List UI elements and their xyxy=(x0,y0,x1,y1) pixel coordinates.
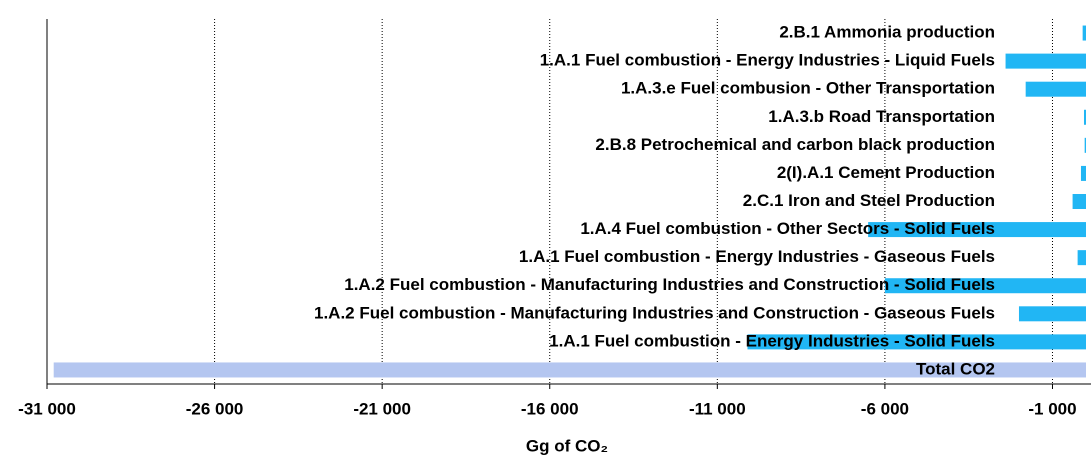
x-tick-label: -6 000 xyxy=(861,399,909,418)
y-tick-label: Total CO2 xyxy=(916,359,995,378)
y-tick-label: 1.A.2 Fuel combustion - Manufacturing In… xyxy=(314,303,995,322)
x-axis-label: Gg of CO₂ xyxy=(526,436,608,455)
y-tick-label: 1.A.1 Fuel combustion - Energy Industrie… xyxy=(549,331,995,350)
y-tick-label: 1.A.4 Fuel combustion - Other Sectors - … xyxy=(580,219,995,238)
y-tick-label: 1.A.1 Fuel combustion - Energy Industrie… xyxy=(519,247,995,266)
y-tick-label: 1.A.3.e Fuel combusion - Other Transport… xyxy=(621,79,995,98)
x-tick-label: -16 000 xyxy=(521,399,579,418)
bar xyxy=(884,278,1086,294)
x-tick-label: -26 000 xyxy=(186,399,244,418)
y-tick-label: 1.A.2 Fuel combustion - Manufacturing In… xyxy=(344,275,995,294)
y-tick-label: 2.B.1 Ammonia production xyxy=(779,23,995,42)
bar xyxy=(868,222,1086,238)
y-tick-label: 2.B.8 Petrochemical and carbon black pro… xyxy=(595,135,995,154)
bar xyxy=(1072,194,1086,209)
x-tick-label: -11 000 xyxy=(689,399,746,418)
y-tick-label: 2(I).A.1 Cement Production xyxy=(777,163,995,182)
bar xyxy=(1083,109,1086,125)
y-tick-label: 2.C.1 Iron and Steel Production xyxy=(743,191,995,210)
x-tick-label: -21 000 xyxy=(353,399,411,418)
y-tick-label: 1.A.1 Fuel combustion - Energy Industrie… xyxy=(540,51,995,70)
bar xyxy=(53,362,1086,378)
bar xyxy=(1077,250,1086,266)
y-tick-label: 1.A.3.b Road Transportation xyxy=(768,107,995,126)
bar xyxy=(1082,25,1086,41)
bar xyxy=(1005,53,1086,69)
bar xyxy=(1080,165,1086,181)
bar xyxy=(1084,137,1086,153)
bar xyxy=(1018,306,1086,322)
bar xyxy=(1025,81,1086,97)
bar xyxy=(747,334,1086,350)
x-tick-label: -1 000 xyxy=(1028,399,1076,418)
x-tick-label: -31 000 xyxy=(18,399,76,418)
